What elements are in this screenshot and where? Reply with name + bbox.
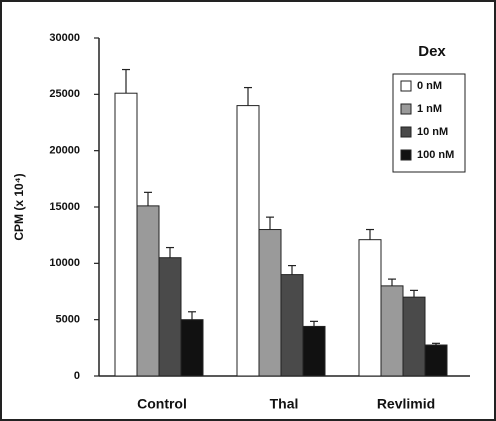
bar (302, 325, 326, 377)
legend-swatch (400, 149, 412, 161)
bar (114, 92, 138, 377)
legend-label: 1 nM (417, 103, 442, 115)
legend-label: 10 nM (417, 126, 448, 138)
bar (236, 105, 260, 377)
x-tick-label: Revlimid (377, 396, 435, 412)
bar (402, 296, 426, 377)
bar (180, 319, 204, 377)
error-bar (288, 264, 296, 275)
y-tick-label: 25000 (49, 88, 80, 100)
bar (258, 229, 282, 377)
y-tick-label: 0 (74, 370, 80, 382)
bar (358, 239, 382, 377)
x-tick-label: Control (137, 396, 187, 412)
error-bar (122, 68, 130, 94)
legend-label: 0 nM (417, 80, 442, 92)
error-bar (432, 342, 440, 346)
legend-title: Dex (418, 43, 446, 60)
error-bar (266, 216, 274, 230)
error-bar (388, 278, 396, 286)
error-bar (244, 86, 252, 106)
y-tick-label: 5000 (56, 314, 80, 326)
y-tick-label: 30000 (49, 32, 80, 44)
legend-swatch (400, 126, 412, 138)
x-tick-label: Thal (270, 396, 299, 412)
error-bar (410, 289, 418, 298)
error-bar (310, 320, 318, 327)
bar (380, 285, 404, 377)
error-bar (144, 191, 152, 206)
legend-label: 100 nM (417, 149, 454, 161)
bar (158, 257, 182, 377)
y-tick-label: 20000 (49, 145, 80, 157)
y-tick-label: 15000 (49, 201, 80, 213)
y-tick-label: 10000 (49, 257, 80, 269)
y-axis-label: CPM (x 10⁴) (12, 173, 26, 240)
error-bar (166, 246, 174, 258)
bar (136, 205, 160, 377)
error-bar (188, 311, 196, 320)
bar (280, 274, 304, 377)
legend-swatch (400, 80, 412, 92)
bar (424, 344, 448, 377)
error-bar (366, 228, 374, 240)
legend-swatch (400, 103, 412, 115)
